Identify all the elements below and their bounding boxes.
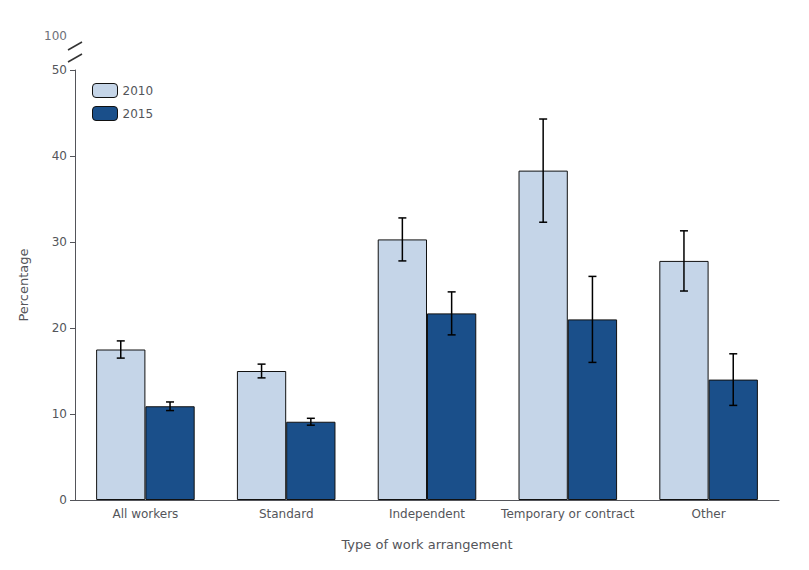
svg-text:2015: 2015 <box>123 107 154 121</box>
svg-text:All workers: All workers <box>112 507 178 521</box>
svg-text:Temporary or contract: Temporary or contract <box>500 507 635 521</box>
svg-text:Type of work arrangement: Type of work arrangement <box>340 537 512 552</box>
svg-text:100: 100 <box>44 29 67 43</box>
svg-text:0: 0 <box>59 493 67 507</box>
svg-text:2010: 2010 <box>123 84 154 98</box>
svg-text:Other: Other <box>692 507 726 521</box>
svg-text:Standard: Standard <box>259 507 314 521</box>
svg-text:50: 50 <box>52 63 67 77</box>
svg-text:30: 30 <box>52 235 67 249</box>
svg-text:Independent: Independent <box>389 507 465 521</box>
svg-text:20: 20 <box>52 321 67 335</box>
svg-text:Percentage: Percentage <box>16 248 31 321</box>
svg-text:40: 40 <box>52 149 67 163</box>
svg-text:10: 10 <box>52 407 67 421</box>
